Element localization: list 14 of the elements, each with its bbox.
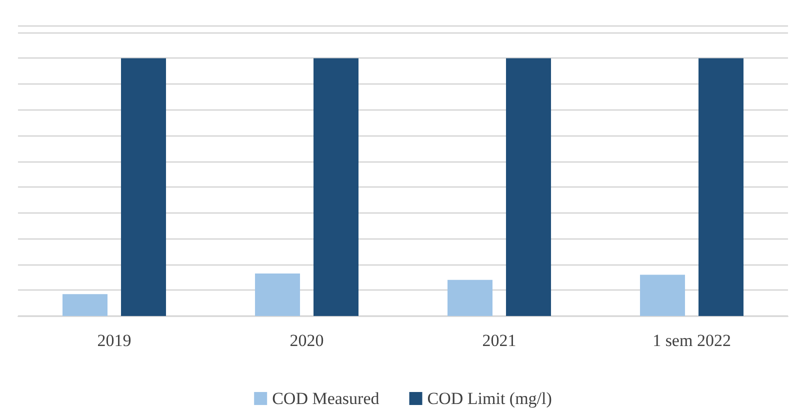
x-tick-label: 2020 <box>290 331 324 350</box>
legend-label: COD Limit (mg/l) <box>427 389 552 408</box>
x-tick-label: 1 sem 2022 <box>652 331 731 350</box>
x-tick-label: 2019 <box>97 331 132 350</box>
bar <box>698 58 744 316</box>
bar <box>255 273 300 316</box>
bar <box>62 294 108 316</box>
bar <box>640 274 685 316</box>
legend-label: COD Measured <box>272 389 380 408</box>
bar <box>121 58 166 316</box>
x-tick-label: 2021 <box>482 331 516 350</box>
bar <box>448 280 492 316</box>
bar <box>506 58 551 316</box>
bar <box>314 58 358 316</box>
